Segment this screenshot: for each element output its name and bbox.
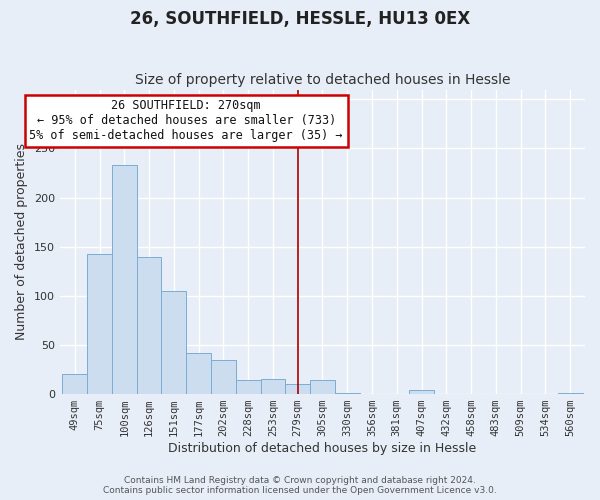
Bar [161,291,186,394]
Bar [335,393,359,394]
X-axis label: Distribution of detached houses by size in Hessle: Distribution of detached houses by size … [169,442,476,455]
Bar [87,254,112,394]
Bar [260,380,285,394]
Bar [558,393,583,394]
Bar [285,384,310,394]
Bar [310,380,335,394]
Y-axis label: Number of detached properties: Number of detached properties [16,144,28,340]
Bar [112,165,137,394]
Bar [62,374,87,394]
Text: 26 SOUTHFIELD: 270sqm
← 95% of detached houses are smaller (733)
5% of semi-deta: 26 SOUTHFIELD: 270sqm ← 95% of detached … [29,100,343,142]
Bar [137,256,161,394]
Text: 26, SOUTHFIELD, HESSLE, HU13 0EX: 26, SOUTHFIELD, HESSLE, HU13 0EX [130,10,470,28]
Bar [409,390,434,394]
Title: Size of property relative to detached houses in Hessle: Size of property relative to detached ho… [134,73,510,87]
Text: Contains HM Land Registry data © Crown copyright and database right 2024.
Contai: Contains HM Land Registry data © Crown c… [103,476,497,495]
Bar [236,380,260,394]
Bar [186,353,211,394]
Bar [211,360,236,394]
